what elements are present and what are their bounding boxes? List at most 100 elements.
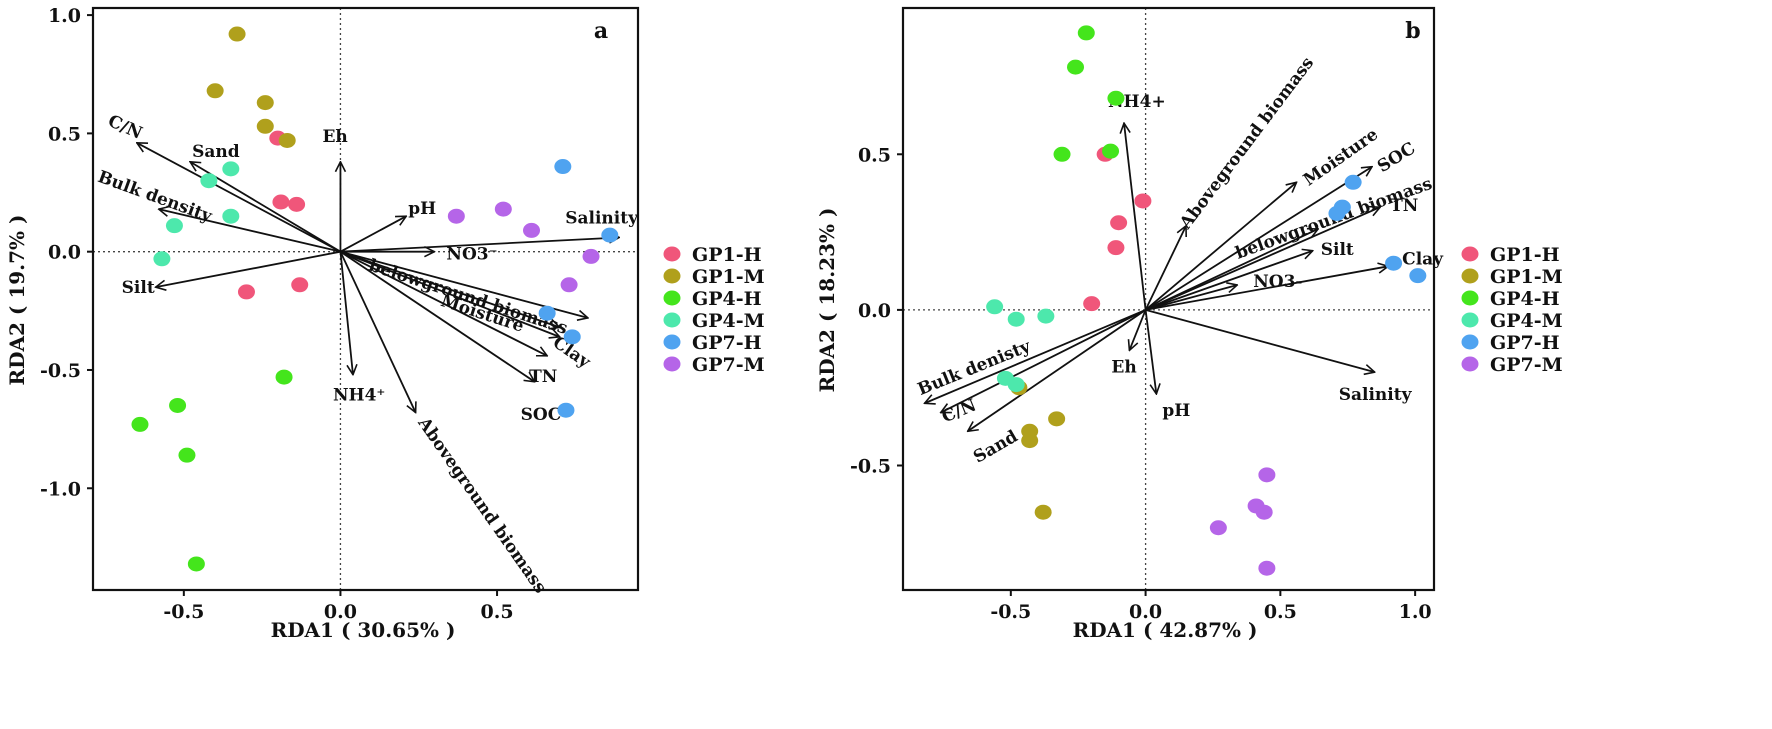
y-tick-label: 0.5 xyxy=(48,123,81,145)
legend-marker-gp1-h xyxy=(1461,246,1479,262)
point-gp7-m xyxy=(560,277,578,293)
point-gp1-h xyxy=(1110,215,1128,231)
y-tick-label: 0.5 xyxy=(858,144,891,166)
rda-panel-b: NH4+ Aboveground biomassMoistureSOCbelowg… xyxy=(815,6,1444,642)
point-gp4-m xyxy=(222,208,240,224)
legend-label: GP1-H xyxy=(692,244,762,266)
arrow-label: pH xyxy=(1162,401,1190,421)
legend-label: GP4-H xyxy=(692,288,762,310)
arrow-label: C/N xyxy=(939,395,979,427)
y-axis-title-b: RDA2 ( 18.23% ) xyxy=(815,208,839,393)
point-gp7-m xyxy=(494,201,512,217)
x-tick-label: 1.0 xyxy=(1399,601,1432,623)
point-gp1-h xyxy=(291,277,309,293)
point-gp4-h xyxy=(1102,143,1120,159)
legend-label: GP7-M xyxy=(692,354,765,376)
x-axis-title-a: RDA1 ( 30.65% ) xyxy=(271,618,456,642)
arrow-c-n xyxy=(941,309,1146,414)
arrow-label: SOC xyxy=(521,405,562,425)
point-gp4-h xyxy=(1107,90,1125,106)
plot-frame xyxy=(901,6,1436,592)
x-tick-label: -0.5 xyxy=(990,601,1031,623)
x-tick-label: 0.5 xyxy=(1264,601,1297,623)
legend-marker-gp7-m xyxy=(663,356,681,372)
arrow-sand xyxy=(968,309,1147,431)
point-gp1-h xyxy=(272,194,290,210)
arrow-c-n xyxy=(137,143,341,253)
arrow-label: Sand xyxy=(192,142,240,162)
arrow-tn xyxy=(340,250,547,356)
arrow-label: Eh xyxy=(322,127,347,147)
point-gp4-m xyxy=(1007,377,1025,393)
point-gp4-h xyxy=(1053,146,1071,162)
point-gp7-h xyxy=(1409,268,1427,284)
y-tick-label: 1.0 xyxy=(48,5,81,27)
arrow-soc xyxy=(1145,167,1372,311)
legend-marker-gp4-h xyxy=(1461,290,1479,306)
point-gp1-h xyxy=(237,284,255,300)
point-gp1-h xyxy=(288,196,306,212)
arrow-aboveground-biomass xyxy=(1144,226,1186,311)
arrow-aboveground-biomass xyxy=(339,251,415,413)
point-gp7-m xyxy=(1258,560,1276,576)
point-gp7-h xyxy=(554,159,572,175)
sample-points xyxy=(131,26,619,572)
point-gp1-h xyxy=(1083,296,1101,312)
arrow-ph xyxy=(340,216,406,253)
y-tick-label: 0.0 xyxy=(858,300,891,322)
arrow-nh4- xyxy=(1124,123,1147,310)
point-gp7-m xyxy=(1255,504,1273,520)
x-tick-label: -0.5 xyxy=(163,601,204,623)
arrow-label: C/N xyxy=(105,111,145,144)
arrow-clay xyxy=(340,250,559,337)
point-gp4-h xyxy=(1067,59,1085,75)
point-gp1-m xyxy=(1021,433,1039,449)
point-gp1-m xyxy=(206,83,224,99)
legend-marker-gp4-m xyxy=(1461,312,1479,328)
arrow-label: TN xyxy=(1390,196,1418,216)
plot-frame xyxy=(91,6,640,592)
arrow-salinity xyxy=(1145,309,1375,372)
legend-label: GP7-H xyxy=(692,332,762,354)
legend-marker-gp7-m xyxy=(1461,356,1479,372)
legend-label: GP1-M xyxy=(1490,266,1563,288)
point-gp7-h xyxy=(1344,174,1362,190)
y-tick-label: -0.5 xyxy=(40,360,81,382)
sample-points xyxy=(986,25,1427,576)
point-gp1-m xyxy=(228,26,246,42)
arrow-salinity xyxy=(340,237,619,253)
arrow-moisture xyxy=(1145,182,1297,311)
point-gp7-m xyxy=(1209,520,1227,536)
arrow-label: Silt xyxy=(122,278,155,298)
legend-marker-gp7-h xyxy=(663,334,681,350)
point-gp4-h xyxy=(169,397,187,413)
x-tick-label: 0.0 xyxy=(1129,601,1162,623)
arrow-label: TN xyxy=(529,367,557,387)
legend-marker-gp1-h xyxy=(663,246,681,262)
arrow-ph xyxy=(1144,309,1157,394)
point-gp1-m xyxy=(278,132,296,148)
point-gp1-m xyxy=(1048,411,1066,427)
point-gp4-m xyxy=(200,173,218,189)
arrow-label: Sand xyxy=(970,426,1021,467)
arrow-moisture xyxy=(340,250,559,328)
arrow-label: Moisture xyxy=(1300,124,1382,190)
y-axis-title-a: RDA2 ( 19.7% ) xyxy=(5,215,29,386)
point-gp7-m xyxy=(447,208,465,224)
point-gp4-m xyxy=(165,218,183,234)
legend-marker-gp4-h xyxy=(663,290,681,306)
point-gp4-m xyxy=(1007,311,1025,327)
arrow-tn xyxy=(1145,207,1381,311)
point-gp4-h xyxy=(178,447,196,463)
point-gp7-h xyxy=(563,329,581,345)
panel-label-a: a xyxy=(594,18,608,44)
arrow-bulk-denisty xyxy=(925,309,1146,403)
x-axis-title-b: RDA1 ( 42.87% ) xyxy=(1073,618,1258,642)
arrow-label: pH xyxy=(408,199,436,219)
axis-ticks: -0.5 0.0 0.5 -1.0 -0.5 0.0 0.5 1.0 xyxy=(40,5,514,623)
arrow-label: Clay xyxy=(1402,249,1444,269)
